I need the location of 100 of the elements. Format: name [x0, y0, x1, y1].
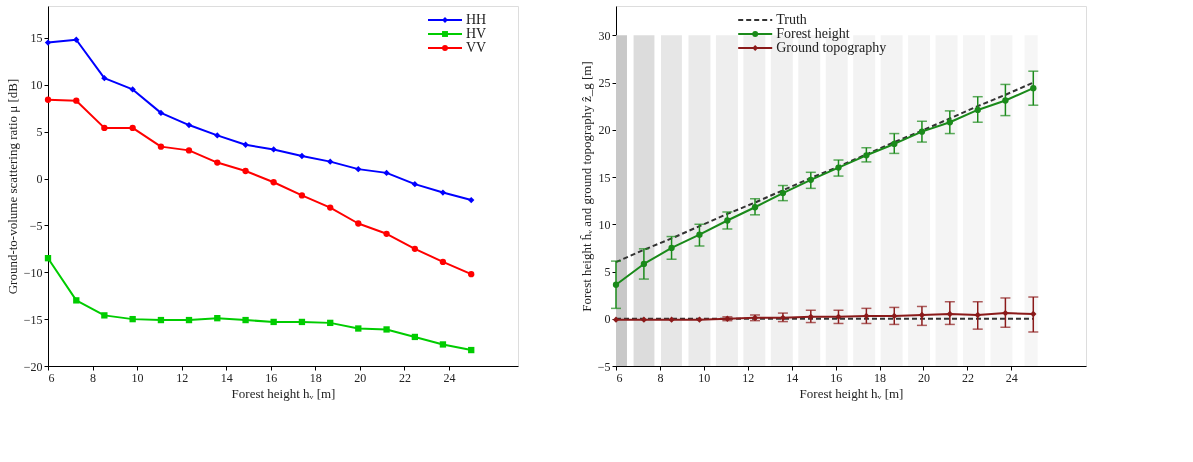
x-tick-label: 16	[265, 370, 278, 385]
y-tick-label: 30	[598, 28, 611, 43]
point	[468, 270, 475, 278]
x-tick-label: 14	[220, 370, 233, 385]
point	[807, 313, 814, 321]
point	[242, 141, 249, 148]
point	[185, 316, 193, 324]
point	[129, 86, 136, 93]
point	[214, 159, 221, 166]
point	[355, 220, 362, 227]
point	[383, 169, 390, 177]
point	[101, 124, 108, 132]
y-tick-label: 15	[30, 31, 43, 46]
point	[891, 140, 898, 148]
point	[185, 147, 193, 154]
x-tick-label: 18	[874, 370, 887, 385]
x-tick-label: 6	[48, 370, 55, 385]
point	[411, 180, 419, 188]
point	[157, 109, 165, 117]
point	[327, 204, 334, 211]
point	[411, 333, 419, 341]
point	[696, 316, 703, 323]
point	[327, 319, 334, 327]
point	[214, 315, 221, 322]
point	[668, 316, 675, 323]
point	[863, 152, 870, 159]
point	[974, 311, 981, 319]
point	[640, 260, 648, 268]
point	[383, 326, 390, 333]
x-tick-label: 8	[90, 370, 97, 385]
point	[439, 258, 447, 266]
point	[185, 121, 193, 129]
point	[439, 189, 447, 196]
point	[468, 346, 475, 354]
point	[157, 316, 165, 324]
point	[355, 325, 362, 332]
y-tick-label: 20	[598, 123, 611, 138]
x-tick-label: 10	[698, 370, 711, 385]
y-tick-label: 0	[604, 312, 611, 327]
point	[1030, 310, 1037, 318]
x-tick-label: 8	[657, 370, 664, 385]
y-tick-label: 5	[36, 125, 43, 140]
point	[751, 204, 759, 211]
x-tick-label: 20	[917, 370, 930, 385]
x-tick-label: 24	[1005, 370, 1018, 385]
point	[355, 165, 362, 173]
point	[835, 164, 842, 171]
point	[411, 245, 419, 252]
point	[974, 106, 981, 114]
y-tick-label: 0	[36, 172, 43, 186]
y-tick-label: −20	[23, 359, 43, 374]
point	[270, 146, 277, 153]
point	[327, 158, 334, 165]
y-tick-label: 5	[604, 265, 611, 280]
y-tick-label: −10	[23, 265, 43, 280]
x-tick-label: 20	[354, 370, 367, 385]
point	[242, 167, 249, 175]
y-axis-title: Forest height ĥᵥ and ground topography ẑ_g [m]	[578, 61, 594, 312]
point	[44, 96, 52, 103]
y-tick-label: 10	[598, 217, 611, 232]
legend-label: HH	[466, 12, 487, 27]
x-tick-label: 24	[443, 370, 456, 385]
x-tick-label: 18	[309, 370, 322, 385]
x-tick-label: 12	[742, 370, 755, 385]
point	[835, 313, 842, 321]
point	[101, 312, 108, 319]
y-tick-label: 10	[30, 78, 43, 93]
point	[129, 124, 136, 132]
point	[696, 231, 703, 238]
y-axis-title: Ground-to-volume scattering ratio μ [dB]	[4, 78, 20, 295]
y-tick-label: −5	[597, 359, 611, 374]
x-axis-title: Forest height hᵥ [m]	[231, 385, 336, 401]
point	[1002, 97, 1009, 104]
x-axis-title: Forest height hᵥ [m]	[799, 385, 904, 401]
point	[44, 255, 52, 262]
point	[612, 281, 620, 288]
point	[298, 192, 306, 199]
point	[779, 189, 787, 197]
point	[298, 152, 306, 160]
legend-label: HV	[466, 26, 487, 41]
point	[383, 230, 390, 237]
legend-label: Ground topography	[776, 40, 887, 55]
point	[640, 316, 648, 323]
point	[668, 244, 675, 252]
point	[157, 143, 165, 150]
point	[101, 75, 108, 82]
point	[73, 36, 80, 43]
point	[807, 176, 814, 184]
point	[724, 217, 731, 224]
point	[946, 119, 953, 126]
point	[242, 316, 249, 324]
point	[863, 312, 870, 320]
x-tick-label: 6	[616, 370, 623, 385]
point	[298, 318, 306, 326]
legend-label: Forest height	[776, 26, 850, 41]
point	[73, 97, 80, 104]
y-tick-label: −15	[23, 312, 43, 327]
point	[214, 132, 221, 139]
y-tick-label: 15	[598, 170, 611, 185]
point	[918, 128, 926, 135]
